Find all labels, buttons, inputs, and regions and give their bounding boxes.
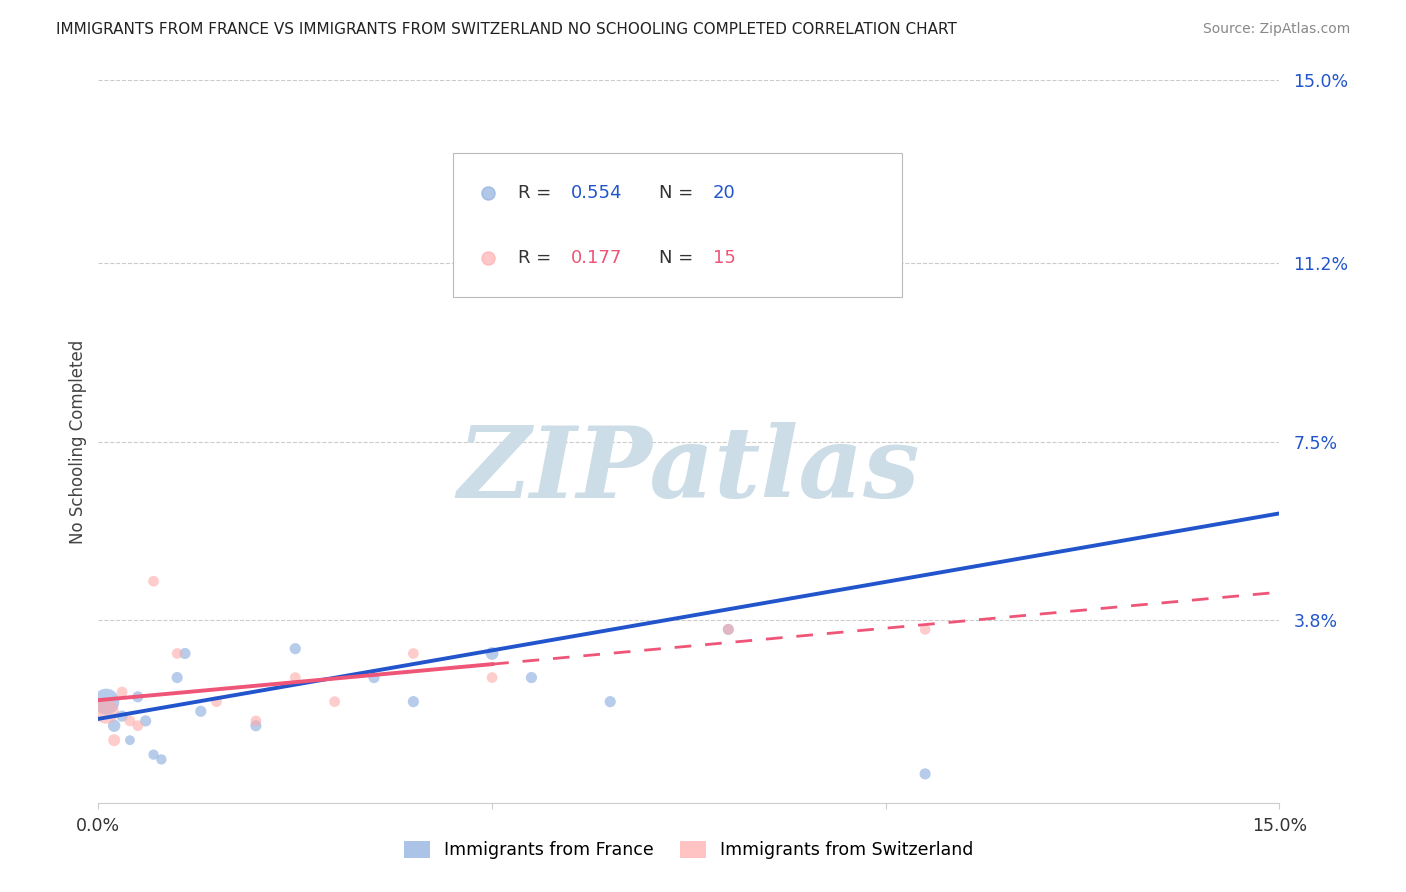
Point	[520, 671, 543, 685]
Point	[142, 747, 165, 762]
Point	[142, 574, 165, 589]
Point	[118, 733, 141, 747]
Point	[669, 194, 692, 208]
Text: 0.554: 0.554	[571, 184, 623, 202]
Point	[717, 623, 740, 637]
Point	[150, 752, 173, 766]
Point	[914, 623, 936, 637]
Point	[135, 714, 157, 728]
Point	[111, 685, 134, 699]
Point	[323, 695, 346, 709]
Text: 15: 15	[713, 249, 735, 267]
Point	[127, 719, 149, 733]
Point	[245, 719, 267, 733]
Text: 0.177: 0.177	[571, 249, 623, 267]
Point	[96, 704, 118, 718]
Point	[363, 671, 385, 685]
Y-axis label: No Schooling Completed: No Schooling Completed	[69, 340, 87, 543]
Point	[166, 647, 188, 661]
Text: ZIPatlas: ZIPatlas	[458, 422, 920, 518]
FancyBboxPatch shape	[453, 153, 901, 297]
Text: 20: 20	[713, 184, 735, 202]
Text: Source: ZipAtlas.com: Source: ZipAtlas.com	[1202, 22, 1350, 37]
Point	[174, 647, 197, 661]
Point	[717, 623, 740, 637]
Point	[103, 733, 125, 747]
Point	[96, 695, 118, 709]
Text: R =: R =	[517, 249, 557, 267]
Point	[190, 704, 212, 718]
Point	[481, 647, 503, 661]
Point	[245, 714, 267, 728]
Point	[599, 695, 621, 709]
Point	[284, 671, 307, 685]
Text: N =: N =	[659, 249, 699, 267]
Text: IMMIGRANTS FROM FRANCE VS IMMIGRANTS FROM SWITZERLAND NO SCHOOLING COMPLETED COR: IMMIGRANTS FROM FRANCE VS IMMIGRANTS FRO…	[56, 22, 957, 37]
Point	[118, 714, 141, 728]
Text: R =: R =	[517, 184, 557, 202]
Text: N =: N =	[659, 184, 699, 202]
Point	[205, 695, 228, 709]
Point	[914, 767, 936, 781]
Point	[481, 671, 503, 685]
Point	[402, 647, 425, 661]
Point	[103, 719, 125, 733]
Point	[166, 671, 188, 685]
Point	[284, 641, 307, 656]
Point	[402, 695, 425, 709]
Legend: Immigrants from France, Immigrants from Switzerland: Immigrants from France, Immigrants from …	[398, 834, 980, 866]
Point	[127, 690, 149, 704]
Point	[111, 709, 134, 723]
